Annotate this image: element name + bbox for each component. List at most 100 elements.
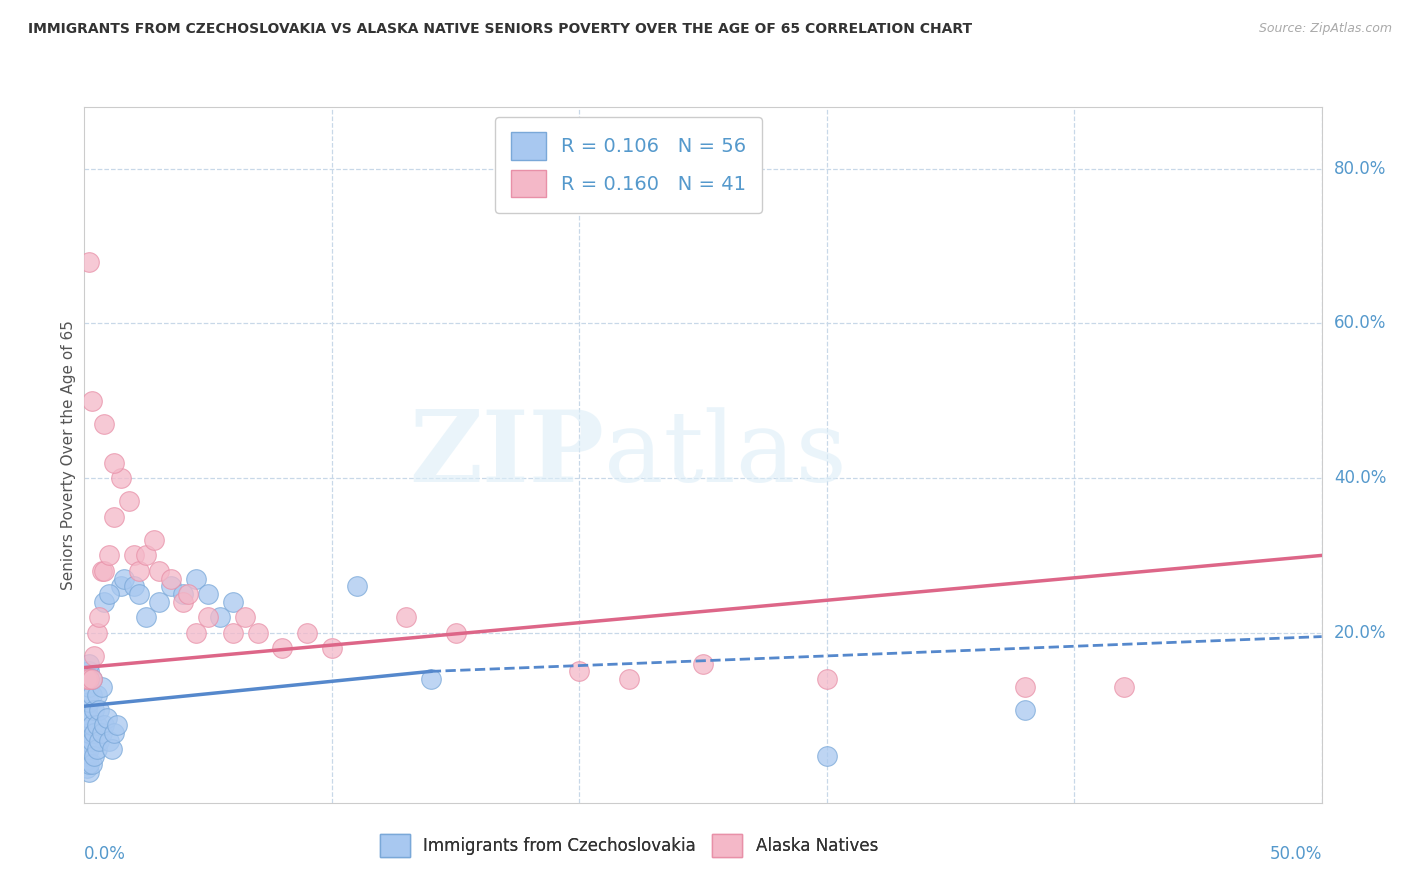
Point: [103, 509, 125, 524]
Point: [80, 393, 103, 408]
Point: [80, 718, 103, 732]
Point: [184, 625, 207, 640]
Point: [79, 657, 101, 671]
Point: [80, 688, 103, 702]
Point: [80, 672, 103, 686]
Point: [692, 657, 714, 671]
Point: [177, 587, 200, 601]
Point: [76, 734, 98, 748]
Text: 80.0%: 80.0%: [1334, 160, 1386, 178]
Point: [90, 726, 112, 740]
Point: [246, 625, 269, 640]
Point: [122, 579, 145, 593]
Point: [93, 595, 115, 609]
Point: [197, 587, 219, 601]
Text: 50.0%: 50.0%: [1270, 845, 1322, 863]
Point: [86, 741, 108, 756]
Point: [135, 610, 157, 624]
Point: [568, 665, 591, 679]
Point: [89, 703, 111, 717]
Point: [76, 718, 98, 732]
Point: [142, 533, 165, 547]
Point: [79, 665, 101, 679]
Point: [79, 764, 101, 779]
Point: [86, 688, 108, 702]
Point: [110, 579, 132, 593]
Legend: Immigrants from Czechoslovakia, Alaska Natives: Immigrants from Czechoslovakia, Alaska N…: [373, 827, 884, 864]
Point: [815, 749, 838, 764]
Point: [83, 703, 105, 717]
Text: 40.0%: 40.0%: [1334, 469, 1386, 487]
Point: [79, 695, 101, 709]
Point: [419, 672, 441, 686]
Text: 0.0%: 0.0%: [84, 845, 127, 863]
Point: [444, 625, 467, 640]
Point: [80, 734, 103, 748]
Point: [80, 757, 103, 772]
Point: [1014, 703, 1036, 717]
Point: [148, 595, 170, 609]
Point: [209, 610, 232, 624]
Point: [112, 572, 135, 586]
Point: [184, 572, 207, 586]
Point: [79, 711, 101, 725]
Text: ZIP: ZIP: [409, 407, 605, 503]
Point: [83, 726, 105, 740]
Text: IMMIGRANTS FROM CZECHOSLOVAKIA VS ALASKA NATIVE SENIORS POVERTY OVER THE AGE OF : IMMIGRANTS FROM CZECHOSLOVAKIA VS ALASKA…: [28, 22, 972, 37]
Point: [395, 610, 418, 624]
Point: [86, 625, 108, 640]
Point: [271, 641, 294, 656]
Point: [172, 587, 194, 601]
Point: [98, 549, 121, 563]
Point: [128, 587, 150, 601]
Point: [93, 417, 115, 431]
Point: [233, 610, 256, 624]
Point: [346, 579, 368, 593]
Text: atlas: atlas: [605, 407, 846, 503]
Point: [83, 648, 105, 663]
Point: [96, 711, 118, 725]
Point: [103, 456, 125, 470]
Point: [90, 680, 112, 694]
Point: [79, 726, 101, 740]
Point: [110, 471, 132, 485]
Point: [83, 749, 105, 764]
Point: [93, 718, 115, 732]
Point: [103, 726, 125, 740]
Point: [79, 741, 101, 756]
Point: [79, 254, 101, 268]
Point: [160, 579, 183, 593]
Point: [295, 625, 318, 640]
Point: [160, 572, 183, 586]
Point: [76, 761, 98, 775]
Point: [105, 718, 128, 732]
Point: [89, 610, 111, 624]
Point: [172, 595, 194, 609]
Point: [76, 753, 98, 767]
Point: [122, 549, 145, 563]
Point: [1112, 680, 1135, 694]
Point: [76, 741, 98, 756]
Point: [135, 549, 157, 563]
Point: [79, 680, 101, 694]
Point: [815, 672, 838, 686]
Point: [76, 672, 98, 686]
Point: [148, 564, 170, 578]
Point: [222, 595, 245, 609]
Point: [98, 587, 121, 601]
Point: [79, 672, 101, 686]
Text: 60.0%: 60.0%: [1334, 315, 1386, 333]
Point: [118, 494, 141, 508]
Point: [128, 564, 150, 578]
Text: 20.0%: 20.0%: [1334, 624, 1386, 641]
Text: Source: ZipAtlas.com: Source: ZipAtlas.com: [1258, 22, 1392, 36]
Point: [321, 641, 343, 656]
Point: [197, 610, 219, 624]
Point: [100, 741, 122, 756]
Point: [76, 703, 98, 717]
Point: [617, 672, 640, 686]
Point: [80, 672, 103, 686]
Point: [79, 757, 101, 772]
Point: [76, 749, 98, 764]
Point: [76, 711, 98, 725]
